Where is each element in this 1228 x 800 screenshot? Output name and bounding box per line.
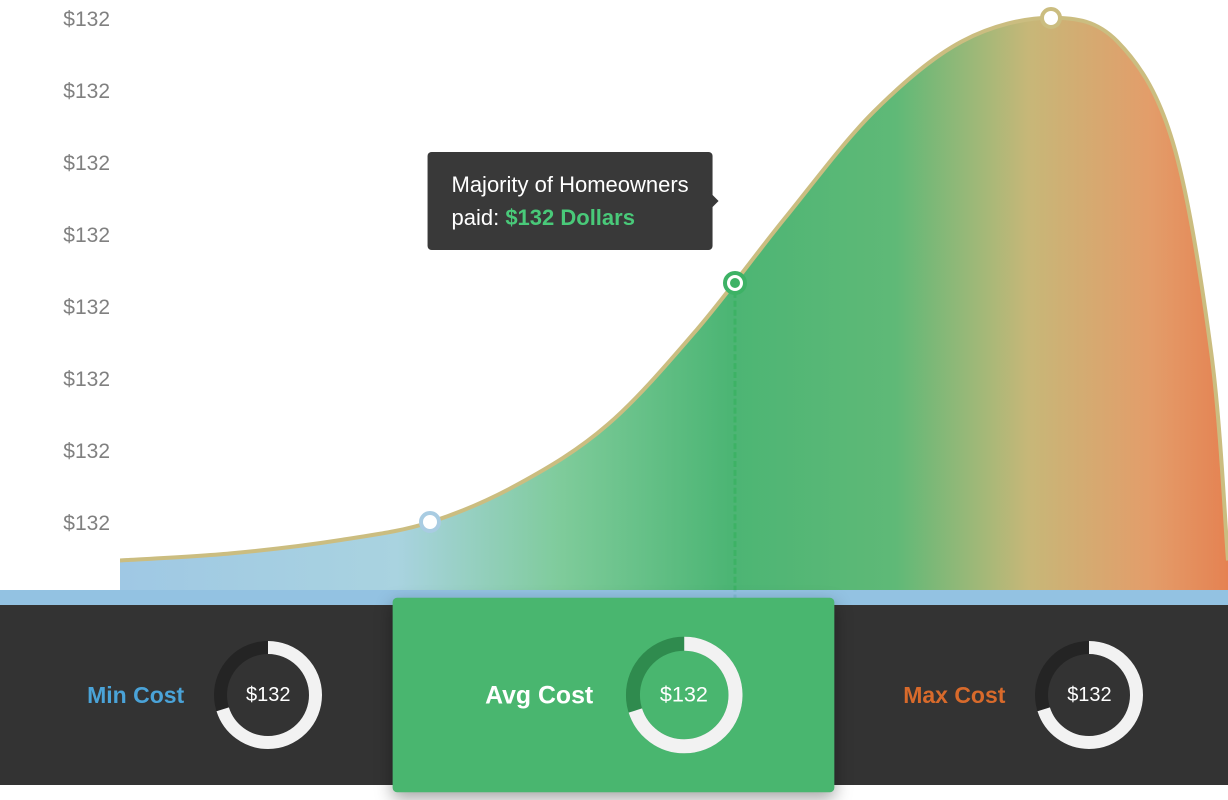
- y-axis: $132 $132 $132 $132 $132 $132 $132 $132: [0, 0, 120, 590]
- tooltip-line2: paid: $132 Dollars: [451, 201, 688, 234]
- summary-cards: Min Cost $132 Avg Cost $132 Max Cost $132: [0, 605, 1228, 785]
- tooltip-prefix: paid:: [451, 205, 505, 230]
- y-tick-label: $132: [63, 368, 110, 392]
- max-cost-value: $132: [1035, 641, 1143, 749]
- max-cost-label: Max Cost: [903, 682, 1005, 709]
- y-tick-label: $132: [63, 512, 110, 536]
- tooltip-line1: Majority of Homeowners: [451, 168, 688, 201]
- min-cost-card: Min Cost $132: [0, 605, 409, 785]
- area-curve-svg: [120, 0, 1228, 590]
- avg-marker: [723, 271, 747, 295]
- min-cost-donut: $132: [214, 641, 322, 749]
- avg-cost-value: $132: [626, 637, 743, 754]
- plot-area: Majority of Homeowners paid: $132 Dollar…: [120, 0, 1228, 590]
- tooltip: Majority of Homeowners paid: $132 Dollar…: [427, 152, 712, 250]
- min-cost-value: $132: [214, 641, 322, 749]
- tooltip-highlight: $132 Dollars: [505, 205, 635, 230]
- min-cost-label: Min Cost: [87, 682, 184, 709]
- y-tick-label: $132: [63, 80, 110, 104]
- y-tick-label: $132: [63, 440, 110, 464]
- max-cost-donut: $132: [1035, 641, 1143, 749]
- y-tick-label: $132: [63, 224, 110, 248]
- max-cost-card: Max Cost $132: [819, 605, 1228, 785]
- avg-cost-donut: $132: [626, 637, 743, 754]
- avg-cost-label: Avg Cost: [485, 680, 593, 709]
- y-tick-label: $132: [63, 296, 110, 320]
- cost-distribution-chart: $132 $132 $132 $132 $132 $132 $132 $132 Majorit…: [0, 0, 1228, 625]
- peak-marker: [1040, 7, 1062, 29]
- y-tick-label: $132: [63, 152, 110, 176]
- min-marker: [419, 511, 441, 533]
- avg-cost-card: Avg Cost $132: [393, 598, 835, 792]
- y-tick-label: $132: [63, 8, 110, 32]
